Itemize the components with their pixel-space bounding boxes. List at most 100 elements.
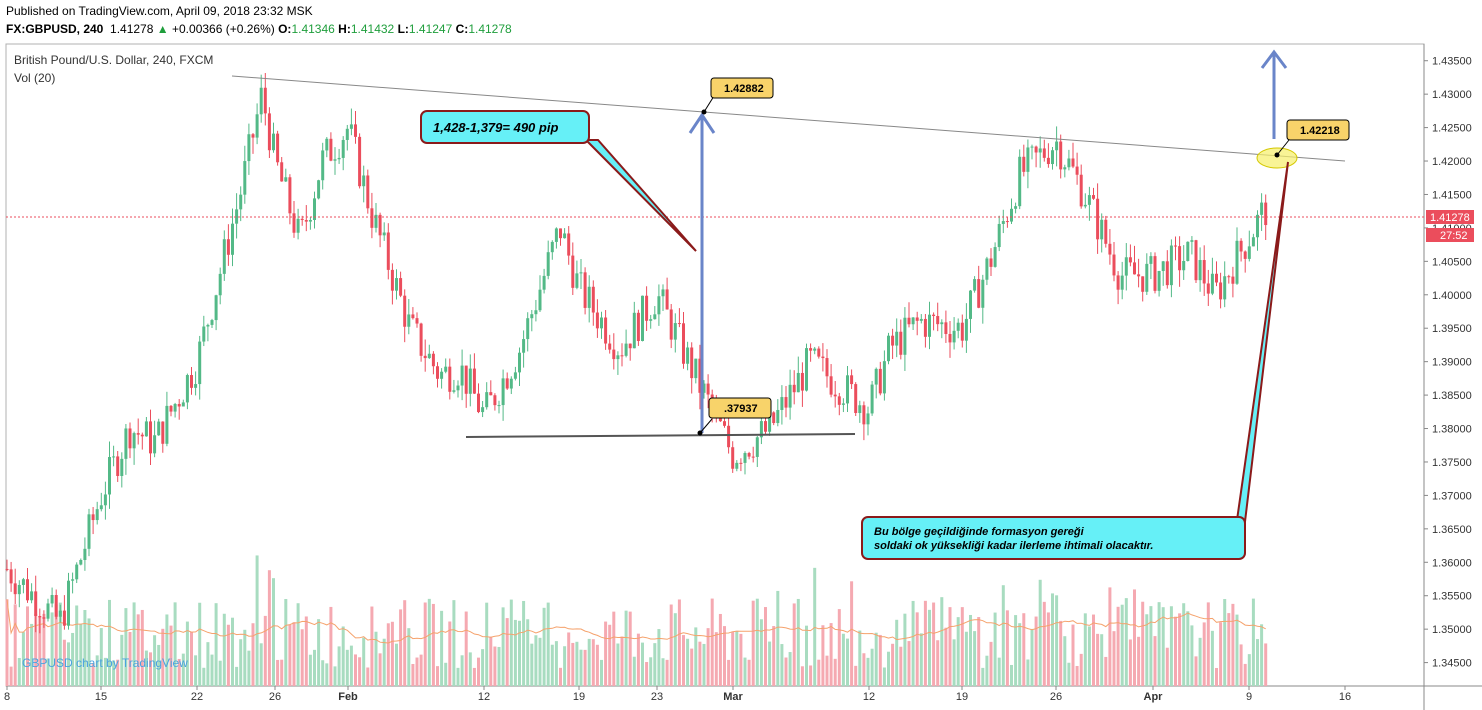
candle-body (1264, 202, 1268, 226)
volume-bar (878, 634, 882, 686)
candle-body (690, 347, 694, 379)
volume-bar (620, 636, 624, 686)
volume-bar (42, 613, 46, 686)
candle-body (124, 428, 128, 459)
candle-body (218, 273, 222, 296)
volume-bar (149, 652, 152, 686)
volume-bar (1223, 599, 1227, 686)
volume-bar (431, 603, 435, 686)
candle-body (13, 583, 17, 595)
volume-bar (231, 617, 234, 686)
volume-bar (645, 662, 649, 686)
resistance-trendline (231, 75, 1346, 162)
volume-bar (386, 623, 390, 686)
volume-bar (1038, 579, 1042, 686)
candle-body (1116, 275, 1120, 290)
candle-body (304, 220, 308, 222)
volume-bar (382, 638, 386, 686)
volume-bar (743, 657, 747, 686)
volume-bar (759, 619, 763, 686)
candle-body (841, 403, 845, 405)
candle-body (1235, 240, 1239, 284)
volume-bar (805, 625, 808, 686)
height-arrow-icon (688, 112, 716, 433)
candle-body (243, 161, 247, 195)
candle-body (969, 290, 972, 319)
candle-body (42, 617, 46, 619)
candle-body (727, 425, 731, 448)
volume-bar (513, 619, 517, 686)
candle-body (472, 368, 476, 394)
candle-body (464, 365, 468, 394)
candle-body (546, 252, 550, 276)
x-tick-label: 26 (1050, 691, 1062, 703)
candle-body (103, 494, 107, 506)
volume-bar (304, 616, 308, 686)
volume-bar (846, 638, 849, 686)
candle-body (149, 421, 152, 454)
volume-bar (194, 655, 198, 686)
candle-body (1120, 275, 1124, 290)
candle-body (1108, 243, 1112, 255)
candle-body (276, 133, 280, 163)
volume-bar (612, 611, 616, 686)
volume-bar (313, 649, 316, 686)
volume-bar (903, 613, 907, 686)
volume-bar (419, 654, 423, 686)
candle-body (1124, 257, 1128, 276)
candle-body (1251, 237, 1255, 247)
volume-bar (686, 638, 690, 686)
volume-bar (292, 622, 296, 686)
volume-bar (206, 642, 210, 686)
last-price-tag (1426, 210, 1474, 224)
volume-bar (116, 659, 120, 686)
candle-body (796, 372, 800, 393)
volume-bar (17, 657, 21, 686)
volume-bar (497, 646, 501, 686)
volume-bar (554, 641, 558, 686)
candle-body (846, 375, 849, 404)
note-line-2: soldaki ok yüksekliği kadar ilerleme iht… (874, 540, 1153, 552)
candle-body (267, 113, 271, 151)
volume-bars (5, 555, 1268, 686)
candle-body (1104, 219, 1108, 244)
candle-body (850, 375, 854, 385)
volume-bar (112, 660, 116, 686)
candle-body (501, 378, 505, 406)
candle-body (882, 361, 886, 394)
volume-bar (436, 666, 439, 686)
candle-body (505, 378, 509, 389)
volume-bar (452, 600, 456, 686)
candle-body (1149, 256, 1153, 264)
volume-bar (616, 643, 620, 686)
volume-bar (235, 666, 239, 686)
candle-body (862, 405, 866, 425)
candle-body (34, 591, 38, 616)
volume-bar (796, 598, 800, 686)
candle-body (1014, 206, 1018, 209)
volume-bar (969, 614, 972, 686)
volume-bar (423, 602, 427, 686)
candle-body (354, 124, 357, 137)
x-tick-label: 12 (863, 691, 875, 703)
x-tick-label: Apr (1144, 691, 1164, 703)
volume-label: Vol (20) (14, 71, 55, 85)
candle-body (669, 309, 673, 340)
volume-bar (887, 651, 890, 686)
breakout-zone-highlight (1256, 147, 1298, 169)
volume-bar (1194, 656, 1198, 686)
chart-title: British Pound/U.S. Dollar, 240, FXCM (14, 53, 213, 67)
volume-bar (571, 642, 575, 686)
volume-bar (13, 604, 17, 686)
candle-body (522, 339, 526, 353)
candle-body (891, 335, 895, 346)
volume-bar (1018, 623, 1022, 686)
volume-bar (251, 623, 255, 686)
candle-body (177, 403, 181, 407)
x-tick-label: 19 (956, 691, 968, 703)
volume-bar (1075, 665, 1079, 686)
candle-body (239, 194, 243, 210)
candle-body (776, 409, 780, 424)
candle-body (308, 219, 312, 222)
